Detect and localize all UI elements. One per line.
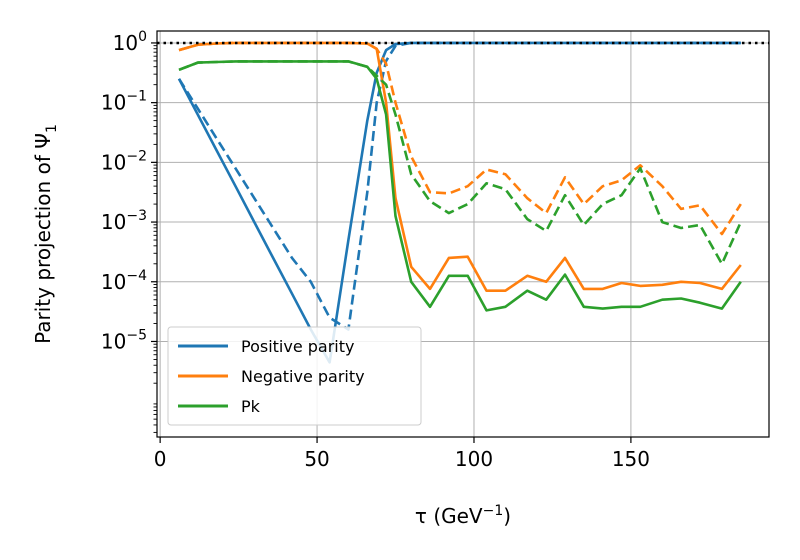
y-tick-label: 100	[113, 29, 147, 55]
axes	[156, 30, 770, 438]
series-line-positive-parity-solid	[177, 41, 741, 364]
series-line-positive-parity-dashed	[177, 41, 741, 331]
x-tick-label: 150	[612, 447, 650, 471]
legend: Positive parity Negative parity Pk	[167, 326, 422, 426]
series-line-pk-dashed	[178, 60, 742, 266]
plot-frame	[156, 30, 770, 438]
x-tick-label: 50	[304, 447, 329, 471]
series-line-negative-parity-solid	[178, 41, 742, 293]
legend-label-positive-parity: Positive parity	[241, 337, 355, 356]
x-tick-label: 100	[455, 447, 493, 471]
series-line-pk-solid	[178, 60, 742, 312]
y-tick-label: 10−1	[101, 89, 147, 115]
y-tick-label: 10−3	[101, 208, 147, 234]
y-tick-label: 10−2	[101, 148, 147, 174]
legend-box	[167, 326, 422, 426]
x-axis-label: τ (GeV−1)	[415, 503, 511, 528]
y-tick-label: 10−4	[101, 268, 147, 294]
y-tick-label: 10−5	[101, 327, 147, 353]
legend-label-negative-parity: Negative parity	[241, 367, 365, 386]
x-tick-label: 0	[154, 447, 167, 471]
y-axis-label: Parity projection of Ψ1	[31, 124, 60, 344]
legend-label-pk: Pk	[241, 397, 261, 416]
ticks: 0 50 100 150 100 10−1 10−2 10−3 10−4 10−5	[101, 29, 650, 471]
series-layer	[157, 41, 769, 364]
